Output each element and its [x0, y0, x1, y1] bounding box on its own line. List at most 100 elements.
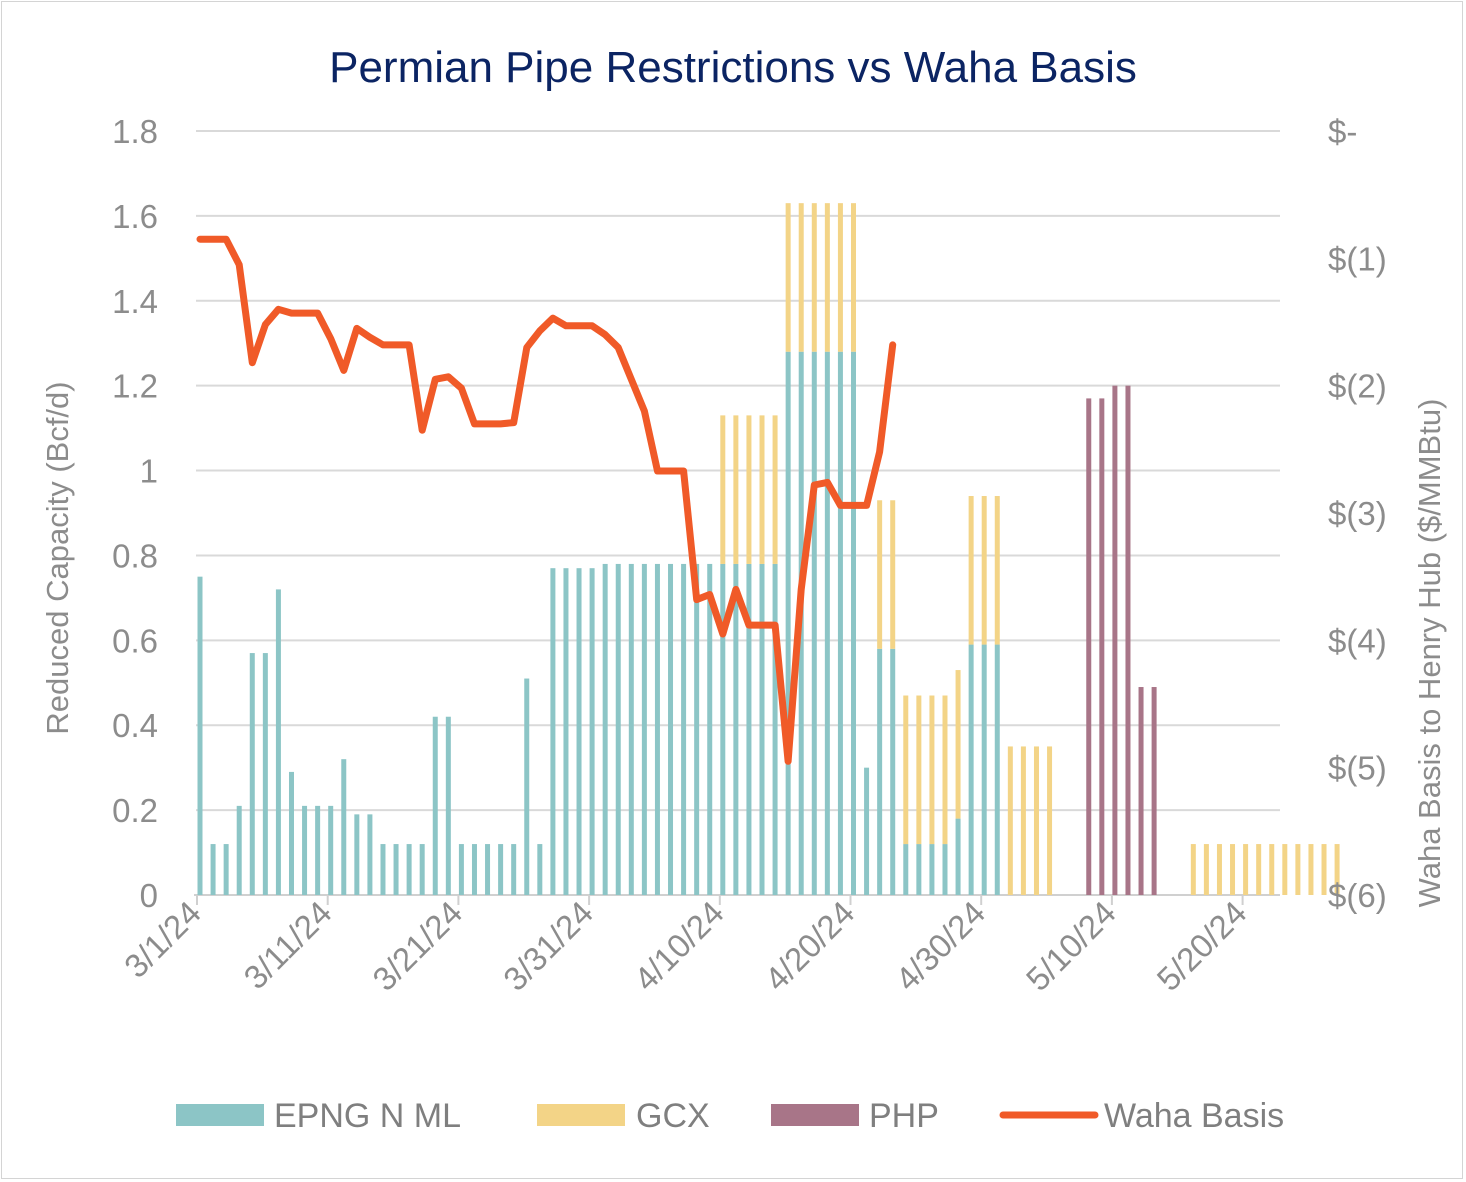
bar-epng-n-ml — [498, 844, 504, 895]
bar-epng-n-ml — [785, 351, 791, 895]
bar-gcx — [929, 695, 935, 845]
bar-gcx — [955, 670, 961, 819]
bar-gcx — [1243, 844, 1249, 895]
bar-epng-n-ml — [877, 648, 883, 895]
bar-gcx — [811, 203, 817, 352]
bar-gcx — [824, 203, 830, 352]
bar-epng-n-ml — [511, 844, 517, 895]
bar-epng-n-ml — [197, 576, 203, 895]
legend-swatch-php — [771, 1104, 859, 1126]
y-tick-label: 1 — [140, 453, 158, 490]
bar-epng-n-ml — [772, 563, 778, 895]
bar-epng-n-ml — [968, 644, 974, 895]
bar-php — [1125, 385, 1131, 895]
bar-epng-n-ml — [746, 563, 752, 895]
bar-gcx — [1230, 844, 1236, 895]
legend-swatch-epng-n-ml — [176, 1104, 264, 1126]
y2-tick-label: $(6) — [1328, 877, 1387, 914]
y-tick-label: 0.8 — [112, 537, 158, 574]
bar-epng-n-ml — [275, 589, 281, 895]
bar-epng-n-ml — [942, 844, 948, 895]
bar-gcx — [772, 415, 778, 564]
bar-epng-n-ml — [602, 563, 608, 895]
bar-epng-n-ml — [811, 351, 817, 895]
bar-gcx — [1190, 844, 1196, 895]
bar-gcx — [720, 415, 726, 564]
y-tick-label: 0.4 — [112, 707, 158, 744]
y2-tick-label: $(5) — [1328, 750, 1387, 787]
x-tick-label: 3/11/24 — [236, 894, 338, 996]
bar-gcx — [877, 500, 883, 649]
bar-epng-n-ml — [668, 563, 674, 895]
legend-label-gcx: GCX — [636, 1097, 710, 1135]
bar-gcx — [733, 415, 739, 564]
bar-epng-n-ml — [341, 759, 347, 895]
bar-epng-n-ml — [720, 563, 726, 895]
line-series — [196, 235, 897, 765]
bar-series — [197, 203, 1340, 895]
bar-epng-n-ml — [315, 805, 321, 895]
x-tick-label: 4/20/24 — [757, 894, 861, 998]
legend: EPNG N ML GCX PHP Waha Basis — [176, 1097, 1284, 1135]
y-tick-label: 1.4 — [112, 283, 158, 320]
bar-gcx — [785, 203, 791, 352]
y-tick-label: 0 — [140, 877, 158, 914]
x-tick-label: 4/30/24 — [888, 894, 992, 998]
x-tick-label: 3/1/24 — [117, 894, 208, 985]
bar-gcx — [851, 203, 856, 352]
y-tick-label: 0.2 — [112, 792, 158, 829]
x-axis-ticks: 3/1/24 3/11/24 3/21/24 3/31/24 4/10/24 4/20/2… — [117, 894, 1254, 998]
bar-epng-n-ml — [288, 771, 294, 895]
bar-epng-n-ml — [249, 653, 255, 895]
bar-epng-n-ml — [681, 563, 687, 895]
bar-epng-n-ml — [262, 653, 268, 895]
y-tick-label: 1.8 — [112, 113, 158, 150]
bar-epng-n-ml — [929, 844, 935, 895]
bar-gcx — [903, 695, 909, 845]
y-tick-label: 0.6 — [112, 622, 158, 659]
bar-epng-n-ml — [223, 844, 229, 895]
bar-epng-n-ml — [694, 563, 700, 895]
bar-gcx — [916, 695, 922, 845]
bar-epng-n-ml — [524, 678, 530, 895]
bar-gcx — [1295, 844, 1301, 895]
bar-epng-n-ml — [864, 767, 870, 895]
bar-epng-n-ml — [432, 716, 438, 895]
x-tick-label: 5/10/24 — [1019, 894, 1123, 998]
bar-epng-n-ml — [471, 844, 477, 895]
legend-swatch-gcx — [537, 1104, 625, 1126]
y2-tick-label: $(3) — [1328, 495, 1387, 532]
bar-gcx — [942, 695, 948, 845]
bar-gcx — [759, 415, 765, 564]
legend-label-epng-n-ml: EPNG N ML — [274, 1097, 461, 1135]
bar-gcx — [746, 415, 752, 564]
y2-tick-label: $(4) — [1328, 622, 1387, 659]
bar-gcx — [1020, 746, 1026, 895]
y2-tick-label: $(1) — [1328, 240, 1387, 277]
bar-gcx — [1047, 746, 1053, 895]
bar-epng-n-ml — [485, 844, 491, 895]
bar-gcx — [981, 496, 987, 645]
bar-gcx — [1007, 746, 1013, 895]
bar-gcx — [1282, 844, 1288, 895]
bar-epng-n-ml — [890, 648, 896, 895]
bar-gcx — [1256, 844, 1262, 895]
y-axis-label: Reduced Capacity (Bcf/d) — [40, 381, 75, 734]
bar-epng-n-ml — [824, 351, 830, 895]
bar-epng-n-ml — [537, 844, 543, 895]
bar-gcx — [1033, 746, 1039, 895]
bar-php — [1151, 687, 1157, 895]
bar-epng-n-ml — [458, 844, 464, 895]
bar-epng-n-ml — [615, 563, 621, 895]
x-tick-label: 3/31/24 — [496, 894, 600, 998]
x-tick-label: 5/20/24 — [1150, 894, 1254, 998]
bar-gcx — [1308, 844, 1314, 895]
bar-gcx — [1321, 844, 1327, 895]
bar-epng-n-ml — [851, 351, 856, 895]
bar-php — [1138, 687, 1144, 895]
bar-php — [1112, 385, 1118, 895]
bar-gcx — [994, 496, 1000, 645]
bar-epng-n-ml — [445, 716, 451, 895]
bar-gcx — [968, 496, 974, 645]
